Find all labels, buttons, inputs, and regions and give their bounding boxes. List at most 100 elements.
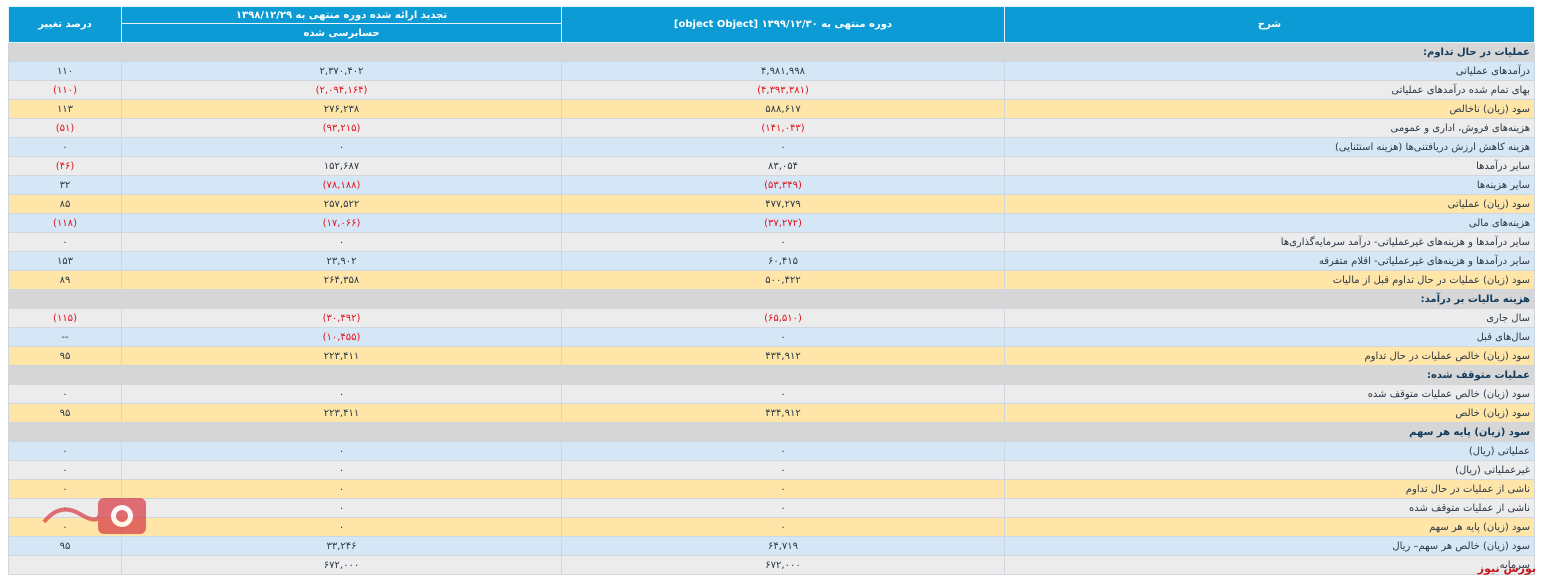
- row-previous-value: (۱۷,۰۶۶): [121, 213, 562, 233]
- row-previous-value: ۲۷۶,۲۳۸: [121, 99, 562, 119]
- row-description: سود (زیان) خالص: [1004, 403, 1535, 423]
- row-description: سال‌های قبل: [1004, 327, 1535, 347]
- row-change-percent: ۳۲: [8, 175, 122, 195]
- row-description: سود (زیان) ناخالص: [1004, 99, 1535, 119]
- table-row: سایر درآمدها و هزینه‌های غیرعملیاتی- درآ…: [8, 232, 1535, 252]
- row-previous-value: ۰: [121, 441, 562, 461]
- row-change-percent: [8, 365, 122, 385]
- row-current-value: ۰: [561, 384, 1005, 404]
- row-previous-value: ۲,۳۷۰,۴۰۲: [121, 61, 562, 81]
- row-current-value: [561, 42, 1005, 62]
- row-current-value: (۳۷,۲۷۲): [561, 213, 1005, 233]
- row-description: هزینه‌های فروش، اداری و عمومی: [1004, 118, 1535, 138]
- row-current-value: ۴۳۴,۹۱۲: [561, 403, 1005, 423]
- row-current-value: ۴,۹۸۱,۹۹۸: [561, 61, 1005, 81]
- row-previous-value: [121, 422, 562, 442]
- table-row: سال جاری (۶۵,۵۱۰) (۳۰,۴۹۲) (۱۱۵): [8, 308, 1535, 328]
- row-current-value: ۰: [561, 327, 1005, 347]
- row-change-percent: ۰: [8, 479, 122, 499]
- section-row: عملیات متوقف شده:: [8, 365, 1535, 385]
- row-description: سایر هزینه‌ها: [1004, 175, 1535, 195]
- row-current-value: ۰: [561, 137, 1005, 157]
- row-change-percent: ۱۱۰: [8, 61, 122, 81]
- header-previous-period: تجدید ارائه شده دوره منتهی به ۱۳۹۸/۱۲/۲۹: [121, 6, 562, 24]
- row-change-percent: ۰: [8, 460, 122, 480]
- row-previous-value: ۶۷۲,۰۰۰: [121, 555, 562, 575]
- row-change-percent: ۱۱۳: [8, 99, 122, 119]
- row-current-value: ۰: [561, 479, 1005, 499]
- row-description: سود (زیان) پایه هر سهم: [1004, 422, 1535, 442]
- row-current-value: (۴,۳۹۳,۳۸۱): [561, 80, 1005, 100]
- row-description: سود (زیان) پایه هر سهم: [1004, 517, 1535, 537]
- table-row: سال‌های قبل ۰ (۱۰,۴۵۵) --: [8, 327, 1535, 347]
- row-change-percent: ۹۵: [8, 403, 122, 423]
- row-change-percent: (۱۱۸): [8, 213, 122, 233]
- row-current-value: [561, 422, 1005, 442]
- row-previous-value: ۲۳,۹۰۲: [121, 251, 562, 271]
- row-current-value: ۸۳,۰۵۴: [561, 156, 1005, 176]
- row-current-value: ۵۸۸,۶۱۷: [561, 99, 1005, 119]
- row-previous-value: [121, 289, 562, 309]
- row-previous-value: ۱۵۲,۶۸۷: [121, 156, 562, 176]
- table-row: سود (زیان) خالص عملیات متوقف شده ۰ ۰ ۰: [8, 384, 1535, 404]
- row-current-value: ۴۷۷,۲۷۹: [561, 194, 1005, 214]
- table-row: سایر درآمدها و هزینه‌های غیرعملیاتی- اقل…: [8, 251, 1535, 271]
- table-row: سرمایه ۶۷۲,۰۰۰ ۶۷۲,۰۰۰: [8, 555, 1535, 575]
- row-previous-value: ۲۲۳,۴۱۱: [121, 346, 562, 366]
- table-row: سود (زیان) ناخالص ۵۸۸,۶۱۷ ۲۷۶,۲۳۸ ۱۱۳: [8, 99, 1535, 119]
- row-current-value: ۶۰,۴۱۵: [561, 251, 1005, 271]
- row-description: عملیاتی (ریال): [1004, 441, 1535, 461]
- row-description: سایر درآمدها و هزینه‌های غیرعملیاتی- اقل…: [1004, 251, 1535, 271]
- row-previous-value: (۲,۰۹۴,۱۶۴): [121, 80, 562, 100]
- row-current-value: ۰: [561, 232, 1005, 252]
- row-description: سود (زیان) خالص عملیات در حال تداوم: [1004, 346, 1535, 366]
- section-row: سود (زیان) پایه هر سهم: [8, 422, 1535, 442]
- row-description: عملیات متوقف شده:: [1004, 365, 1535, 385]
- table-row: درآمدهای عملیاتی ۴,۹۸۱,۹۹۸ ۲,۳۷۰,۴۰۲ ۱۱۰: [8, 61, 1535, 81]
- row-previous-value: ۰: [121, 517, 562, 537]
- section-row: عملیات در حال تداوم:: [8, 42, 1535, 62]
- table-row: سود (زیان) پایه هر سهم ۰ ۰ ۰: [8, 517, 1535, 537]
- row-description: درآمدهای عملیاتی: [1004, 61, 1535, 81]
- row-previous-value: ۰: [121, 384, 562, 404]
- row-change-percent: ۹۵: [8, 346, 122, 366]
- row-previous-value: ۲۲۳,۴۱۱: [121, 403, 562, 423]
- row-previous-value: ۰: [121, 232, 562, 252]
- row-current-value: ۴۳۴,۹۱۲: [561, 346, 1005, 366]
- row-description: سایر درآمدها: [1004, 156, 1535, 176]
- section-row: هزینه مالیات بر درآمد:: [8, 289, 1535, 309]
- row-change-percent: --: [8, 327, 122, 347]
- row-change-percent: [8, 42, 122, 62]
- row-previous-value: [121, 365, 562, 385]
- row-previous-value: ۰: [121, 479, 562, 499]
- row-previous-value: [121, 42, 562, 62]
- row-current-value: [561, 289, 1005, 309]
- row-previous-value: ۳۳,۲۴۶: [121, 536, 562, 556]
- row-previous-value: (۱۰,۴۵۵): [121, 327, 562, 347]
- row-previous-value: ۰: [121, 460, 562, 480]
- row-change-percent: [8, 555, 122, 575]
- table-row: ناشی از عملیات در حال تداوم ۰ ۰ ۰: [8, 479, 1535, 499]
- row-description: هزینه‌های مالی: [1004, 213, 1535, 233]
- row-description: هزینه مالیات بر درآمد:: [1004, 289, 1535, 309]
- row-previous-value: ۲۵۷,۵۲۲: [121, 194, 562, 214]
- row-current-value: ۶۷۲,۰۰۰: [561, 555, 1005, 575]
- row-change-percent: [8, 422, 122, 442]
- row-current-value: (۵۳,۳۴۹): [561, 175, 1005, 195]
- header-audited: حسابرسی شده: [121, 23, 562, 43]
- header-current-period: دوره منتهی به ۱۳۹۹/۱۲/۳۰ [object Object]: [561, 6, 1005, 43]
- row-current-value: ۶۴,۷۱۹: [561, 536, 1005, 556]
- row-description: بهای تمام شده درآمدهای عملیاتی: [1004, 80, 1535, 100]
- row-change-percent: ۰: [8, 137, 122, 157]
- row-description: ناشی از عملیات متوقف شده: [1004, 498, 1535, 518]
- row-description: سود (زیان) خالص هر سهم– ریال: [1004, 536, 1535, 556]
- row-current-value: ۵۰۰,۴۲۲: [561, 270, 1005, 290]
- row-description: سود (زیان) عملیاتی: [1004, 194, 1535, 214]
- row-current-value: ۰: [561, 517, 1005, 537]
- row-change-percent: ۱۵۳: [8, 251, 122, 271]
- row-description: عملیات در حال تداوم:: [1004, 42, 1535, 62]
- row-current-value: ۰: [561, 441, 1005, 461]
- row-current-value: [561, 365, 1005, 385]
- row-change-percent: ۰: [8, 232, 122, 252]
- row-change-percent: ۸۹: [8, 270, 122, 290]
